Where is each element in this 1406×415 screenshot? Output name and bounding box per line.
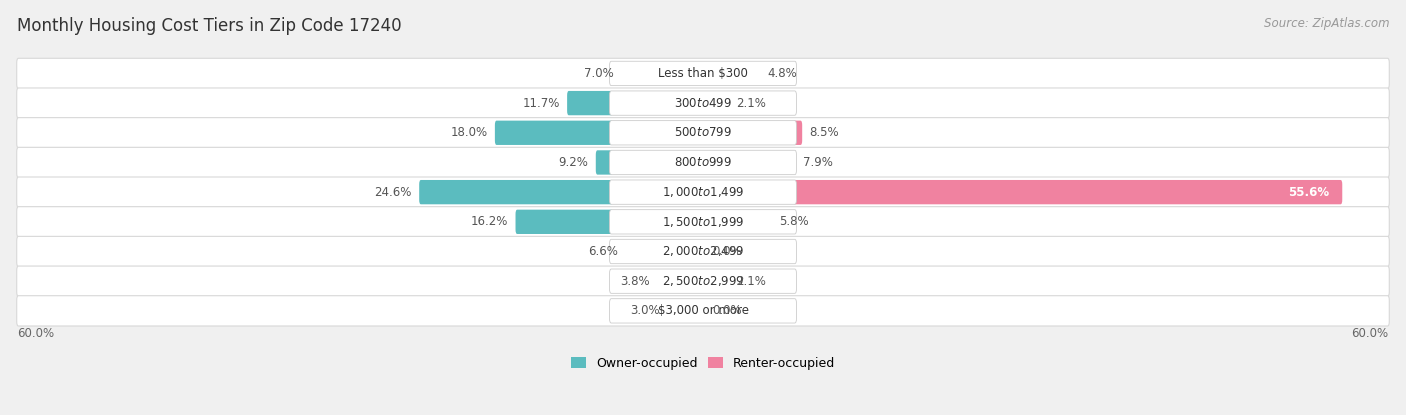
Text: 7.9%: 7.9% (803, 156, 832, 169)
FancyBboxPatch shape (17, 296, 1389, 326)
Text: 5.8%: 5.8% (779, 215, 808, 228)
FancyBboxPatch shape (516, 210, 613, 234)
Text: 8.5%: 8.5% (810, 126, 839, 139)
Legend: Owner-occupied, Renter-occupied: Owner-occupied, Renter-occupied (567, 352, 839, 375)
Text: 4.8%: 4.8% (768, 67, 797, 80)
FancyBboxPatch shape (419, 180, 613, 204)
FancyBboxPatch shape (610, 239, 796, 264)
Text: $1,500 to $1,999: $1,500 to $1,999 (662, 215, 744, 229)
Text: 11.7%: 11.7% (522, 97, 560, 110)
FancyBboxPatch shape (17, 117, 1389, 148)
FancyBboxPatch shape (610, 299, 796, 323)
Text: Less than $300: Less than $300 (658, 67, 748, 80)
Text: 24.6%: 24.6% (374, 186, 412, 199)
Text: 3.0%: 3.0% (630, 304, 659, 317)
Text: 0.0%: 0.0% (713, 304, 742, 317)
Text: 18.0%: 18.0% (450, 126, 488, 139)
Text: 55.6%: 55.6% (1288, 186, 1329, 199)
FancyBboxPatch shape (793, 121, 803, 145)
FancyBboxPatch shape (567, 91, 613, 115)
Text: 60.0%: 60.0% (17, 327, 55, 339)
FancyBboxPatch shape (17, 266, 1389, 296)
FancyBboxPatch shape (610, 121, 796, 145)
Text: Source: ZipAtlas.com: Source: ZipAtlas.com (1264, 17, 1389, 29)
FancyBboxPatch shape (17, 147, 1389, 178)
FancyBboxPatch shape (793, 180, 1343, 204)
FancyBboxPatch shape (610, 210, 796, 234)
Text: 2.1%: 2.1% (737, 275, 766, 288)
Text: 60.0%: 60.0% (1351, 327, 1389, 339)
FancyBboxPatch shape (17, 177, 1389, 207)
FancyBboxPatch shape (610, 91, 796, 115)
FancyBboxPatch shape (495, 121, 613, 145)
Text: $3,000 or more: $3,000 or more (658, 304, 748, 317)
Text: 0.0%: 0.0% (713, 245, 742, 258)
Text: 6.6%: 6.6% (588, 245, 619, 258)
Text: 3.8%: 3.8% (620, 275, 650, 288)
FancyBboxPatch shape (17, 207, 1389, 237)
Text: $2,500 to $2,999: $2,500 to $2,999 (662, 274, 744, 288)
Text: $1,000 to $1,499: $1,000 to $1,499 (662, 185, 744, 199)
FancyBboxPatch shape (17, 58, 1389, 88)
Text: 7.0%: 7.0% (583, 67, 613, 80)
FancyBboxPatch shape (610, 269, 796, 293)
Text: 2.1%: 2.1% (737, 97, 766, 110)
FancyBboxPatch shape (596, 150, 613, 175)
FancyBboxPatch shape (610, 61, 796, 85)
FancyBboxPatch shape (17, 237, 1389, 266)
Text: $500 to $799: $500 to $799 (673, 126, 733, 139)
FancyBboxPatch shape (610, 150, 796, 175)
Text: $300 to $499: $300 to $499 (673, 97, 733, 110)
Text: Monthly Housing Cost Tiers in Zip Code 17240: Monthly Housing Cost Tiers in Zip Code 1… (17, 17, 402, 34)
Text: 16.2%: 16.2% (471, 215, 508, 228)
Text: 9.2%: 9.2% (558, 156, 588, 169)
FancyBboxPatch shape (610, 180, 796, 204)
FancyBboxPatch shape (17, 88, 1389, 118)
Text: $800 to $999: $800 to $999 (673, 156, 733, 169)
Text: $2,000 to $2,499: $2,000 to $2,499 (662, 244, 744, 259)
